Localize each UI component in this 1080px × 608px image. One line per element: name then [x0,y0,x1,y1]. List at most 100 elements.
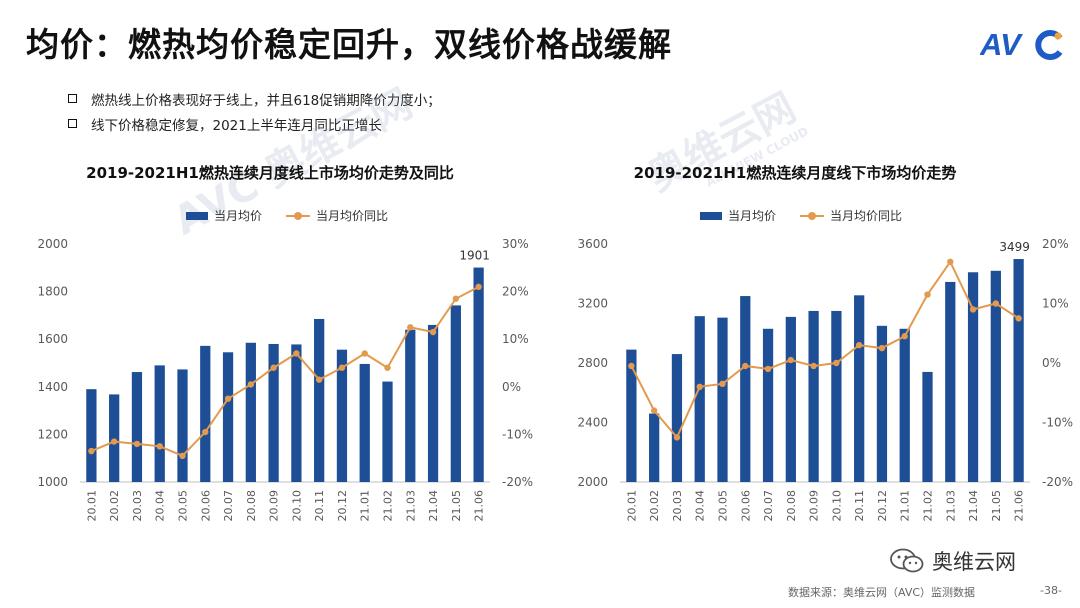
yoy-point [293,350,300,357]
page-title: 均价：燃热均价稳定回升，双线价格战缓解 [26,25,672,64]
x-tick-label: 21.01 [359,490,372,522]
chart-title-online: 2019-2021H1燃热连续月度线上市场均价走势及同比 [86,164,454,182]
bar [762,328,774,482]
bar [268,343,279,482]
chart-legend-offline: 当月均价 当月均价同比 [700,207,902,224]
bar [694,316,705,482]
y-tick-right: 0% [502,380,521,394]
bullet-item: 线下价格稳定修复，2021上半年连月同比正增长 [68,111,441,136]
bar [131,372,143,482]
x-tick-label: 20.08 [245,490,258,522]
x-tick-label: 20.04 [694,490,707,522]
yoy-point [384,364,391,371]
square-bullet-icon [68,119,77,128]
y-tick-left: 1600 [37,332,68,346]
yoy-point [878,344,886,352]
x-tick-label: 20.09 [808,490,821,522]
yoy-point [270,364,277,371]
bar [177,369,188,482]
x-tick-label: 20.03 [671,490,684,522]
yoy-point [719,380,726,388]
y-tick-left: 1400 [37,380,68,394]
yoy-point [110,438,118,445]
yoy-point [650,407,658,414]
bar [450,305,461,482]
x-tick-label: 20.03 [131,490,144,522]
y-tick-right: -10% [1042,416,1073,430]
y-tick-right: 30% [502,237,529,251]
bar [876,325,888,482]
yoy-point [696,383,703,390]
wechat-account: 奥维云网 [890,546,1016,576]
x-tick-label: 21.03 [404,490,417,522]
bar [626,349,637,482]
bar [740,296,751,482]
y-tick-right: 10% [1042,297,1069,311]
yoy-point [361,350,368,357]
bullet-text: 线下价格稳定修复，2021上半年连月同比正增长 [91,117,382,134]
legend-bar-swatch [700,211,722,220]
legend-bar-swatch [186,211,208,220]
x-tick-label: 20.07 [762,490,775,522]
x-tick-label: 20.01 [85,490,98,522]
yoy-point [787,356,795,364]
x-tick-label: 21.06 [1013,490,1026,522]
yoy-point [833,359,840,367]
bar [899,328,910,482]
bullet-text: 燃热线上价格表现好于线上，并且618促销期降价力度小； [91,92,441,109]
y-tick-left: 2400 [577,416,608,430]
yoy-point [924,291,931,298]
legend-bar-label: 当月均价 [214,209,263,223]
yoy-point [338,364,346,371]
bar [109,394,120,482]
page-number: -38- [1040,584,1062,597]
wechat-label: 奥维云网 [932,550,1016,574]
bar [154,365,165,482]
bar [831,310,842,482]
x-tick-label: 20.11 [313,490,326,522]
x-tick-label: 20.11 [853,490,866,522]
x-tick-label: 20.09 [268,490,281,522]
bar [245,342,256,482]
yoy-point [202,428,209,436]
bar [86,389,97,482]
bar [200,345,211,482]
y-tick-right: 20% [502,285,529,299]
legend-line-swatch [800,211,825,220]
bar [922,371,933,482]
yoy-point [315,376,323,383]
yoy-point [224,395,232,402]
y-tick-right: 20% [1042,237,1069,251]
x-tick-label: 20.12 [336,490,349,522]
y-tick-left: 1000 [37,475,68,489]
yoy-point [475,283,482,291]
x-tick-label: 21.04 [427,490,440,522]
yoy-point [452,295,460,302]
y-tick-left: 2000 [37,237,68,251]
bar [990,270,1001,482]
x-tick-label: 21.02 [382,490,395,522]
bar [808,310,819,482]
yoy-point [901,333,908,340]
svg-text:AV: AV [980,28,1023,60]
y-tick-right: -20% [502,475,533,489]
square-bullet-icon [68,94,77,103]
bar [405,329,416,482]
bar [717,317,728,482]
yoy-point [407,324,414,331]
bar [1013,259,1024,482]
yoy-point [133,440,141,448]
chart-title-offline: 2019-2021H1燃热连续月度线下市场均价走势 [633,164,957,182]
legend-bar-label: 当月均价 [728,209,777,223]
bar [222,352,234,482]
y-tick-left: 2800 [577,356,608,370]
bar [359,363,370,482]
x-tick-label: 20.04 [154,490,167,522]
x-tick-label: 20.02 [648,490,661,522]
yoy-point [628,362,635,370]
x-tick-label: 20.10 [830,490,843,522]
x-tick-label: 20.02 [108,490,121,522]
x-tick-label: 21.05 [990,490,1003,522]
bar [671,354,683,482]
bullet-list: 燃热线上价格表现好于线上，并且618促销期降价力度小； 线下价格稳定修复，202… [68,86,441,136]
